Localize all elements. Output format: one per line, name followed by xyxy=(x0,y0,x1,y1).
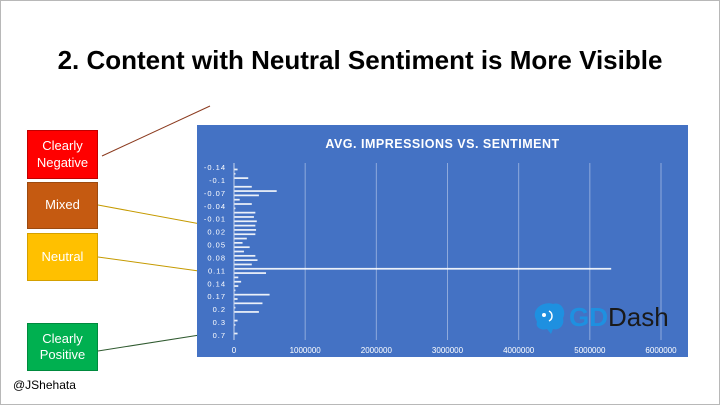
chart-plot: 0 1000000 2000000 3000000 4000000 5000000 6000… xyxy=(204,163,677,355)
bar xyxy=(234,293,270,296)
neutral-label: Neutral xyxy=(41,248,84,264)
bar xyxy=(234,233,256,236)
x-tick-label: 4000000 xyxy=(503,346,535,355)
y-tick-label: 0.05 xyxy=(207,241,226,250)
mixed-label: Mixed xyxy=(45,197,80,213)
bar xyxy=(234,177,249,179)
y-tick-label: 0.7 xyxy=(213,331,226,340)
y-tick-label: -0.01 xyxy=(204,215,226,224)
bar xyxy=(234,237,247,240)
bar xyxy=(234,311,259,313)
author-handle: @JShehata xyxy=(13,378,76,392)
bar xyxy=(234,276,239,279)
bar xyxy=(234,172,236,175)
bar xyxy=(234,168,238,171)
bar xyxy=(234,306,236,309)
bar xyxy=(234,224,256,227)
logo-wordmark: GDDash xyxy=(569,301,669,333)
x-tick-label: 5000000 xyxy=(574,346,606,355)
clearly-negative-box: Clearly Negative xyxy=(27,130,98,179)
bar xyxy=(234,203,252,205)
y-tick-label: 0.17 xyxy=(207,292,226,301)
bar xyxy=(234,207,236,210)
bar xyxy=(234,229,257,231)
connector-positive xyxy=(97,333,207,352)
neutral-box: Neutral xyxy=(27,233,98,281)
connector-mixed xyxy=(97,204,207,226)
y-tick-label: 0.11 xyxy=(208,266,226,275)
x-tick-label: 1000000 xyxy=(290,346,322,355)
y-tick-label: 0.14 xyxy=(207,279,226,288)
clearly-positive-label: Clearly Positive xyxy=(39,330,86,362)
y-tick-label: -0.14 xyxy=(204,163,226,172)
logo-dash-text: Dash xyxy=(608,302,669,332)
bar xyxy=(234,211,256,214)
chart-title: AVG. IMPRESSIONS VS. SENTIMENT xyxy=(325,137,560,151)
clearly-negative-label: Clearly Negative xyxy=(36,138,89,170)
bar xyxy=(234,254,256,257)
bar xyxy=(234,298,238,300)
bar xyxy=(234,220,257,223)
x-tick-label: 3000000 xyxy=(432,346,464,355)
slide-title: 2. Content with Neutral Sentiment is Mor… xyxy=(57,45,663,75)
connector-negative xyxy=(101,105,211,157)
bar xyxy=(234,194,259,197)
bar xyxy=(234,198,240,201)
bar xyxy=(234,272,267,274)
bar xyxy=(234,289,236,292)
y-tick-label: 0.3 xyxy=(213,318,226,327)
y-tick-label: -0.07 xyxy=(204,189,226,198)
y-tick-label: 0.2 xyxy=(213,305,226,314)
bar xyxy=(234,263,252,266)
gddash-logo: GDDash xyxy=(531,301,681,334)
y-tick-label: 0.02 xyxy=(207,228,226,237)
bar xyxy=(234,259,258,261)
clearly-positive-box: Clearly Positive xyxy=(27,323,98,371)
x-tick-label: 6000000 xyxy=(645,346,677,355)
bar xyxy=(234,267,612,270)
bar xyxy=(234,242,243,244)
bar xyxy=(234,285,239,287)
connector-neutral xyxy=(97,256,207,273)
bar xyxy=(234,190,277,192)
bar xyxy=(234,185,252,188)
bar xyxy=(234,216,254,218)
bar-chart: AVG. IMPRESSIONS VS. SENTIMENT 0 1000000 2… xyxy=(197,125,688,357)
bar xyxy=(234,302,263,305)
bar xyxy=(234,319,238,322)
bar xyxy=(234,246,250,249)
y-tick-label: -0.1 xyxy=(209,176,226,185)
bar xyxy=(234,280,242,283)
mixed-box: Mixed xyxy=(27,182,98,229)
logo-gd-text: GD xyxy=(569,302,608,332)
y-tick-label: 0.08 xyxy=(207,253,226,262)
bar xyxy=(234,250,244,253)
x-tick-label: 2000000 xyxy=(361,346,393,355)
bar xyxy=(234,324,236,326)
x-tick-label: 0 xyxy=(232,346,237,355)
bar xyxy=(234,332,238,335)
brain-elephant-icon xyxy=(534,303,565,334)
y-tick-label: -0.04 xyxy=(204,202,226,211)
